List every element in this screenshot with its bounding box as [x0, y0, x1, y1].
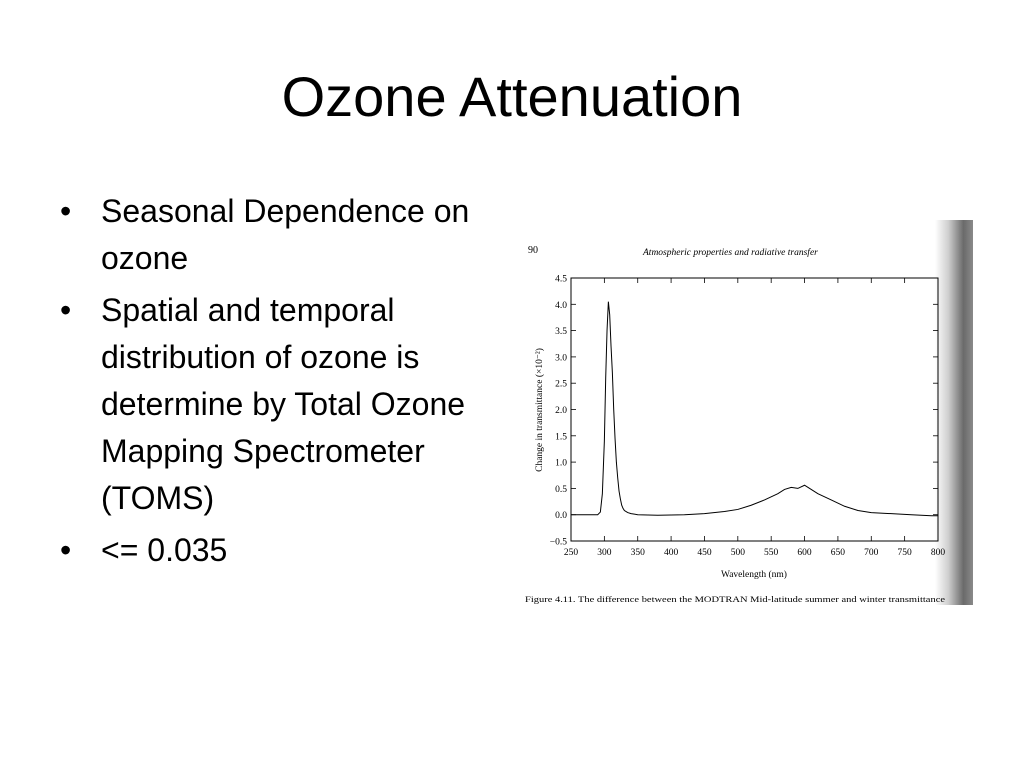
y-tick-label: 1.0 [555, 459, 567, 469]
y-tick-label: 2.5 [555, 380, 567, 390]
y-tick-label: 0.5 [555, 485, 567, 495]
plot-area: −0.5 0.0 0.5 1.0 1.5 2.0 2.5 3.0 3.5 4.0 4.5 250 30… [550, 275, 946, 559]
x-tick-label: 350 [631, 548, 646, 558]
bullet-list: • Seasonal Dependence on ozone • Spatial… [60, 188, 500, 579]
x-tick-label: 650 [831, 548, 846, 558]
y-tick-label: 0.0 [555, 511, 567, 521]
figure-svg: 90 Atmospheric properties and radiative … [525, 220, 973, 605]
y-tick-label: 3.0 [555, 353, 567, 363]
running-header: Atmospheric properties and radiative tra… [642, 247, 818, 258]
x-tick-label: 700 [864, 548, 879, 558]
bullet-text: Seasonal Dependence on ozone [101, 193, 470, 276]
scanned-figure: 90 Atmospheric properties and radiative … [507, 220, 973, 605]
y-tick-label: 4.0 [555, 301, 567, 311]
x-axis-label: Wavelength (nm) [721, 569, 787, 580]
y-axis-label: Change in transmittance (×10⁻²) [534, 348, 545, 472]
y-tick-label: 4.5 [555, 275, 567, 285]
bullet-symbol: • [60, 193, 72, 229]
y-axis: −0.5 0.0 0.5 1.0 1.5 2.0 2.5 3.0 3.5 4.0 4.5 [550, 275, 938, 548]
x-tick-label: 800 [931, 548, 946, 558]
x-axis: 250 300 350 400 450 500 550 600 650 700 750 800 [564, 278, 946, 558]
y-tick-label: 2.0 [555, 406, 567, 416]
bullet-item: • Seasonal Dependence on ozone [60, 188, 500, 282]
bullet-text: Spatial and temporal distribution of ozo… [101, 292, 466, 516]
plot-frame [570, 277, 939, 542]
x-tick-label: 600 [797, 548, 812, 558]
book-gutter-shadow [935, 220, 973, 605]
bullet-item: • <= 0.035 [60, 527, 500, 574]
x-tick-label: 250 [564, 548, 579, 558]
bullet-item: • Spatial and temporal distribution of o… [60, 287, 500, 522]
x-tick-label: 400 [664, 548, 679, 558]
bullet-symbol: • [60, 292, 72, 328]
x-tick-label: 500 [731, 548, 746, 558]
x-tick-label: 300 [597, 548, 612, 558]
y-tick-label: −0.5 [550, 538, 567, 548]
bullet-symbol: • [60, 532, 72, 568]
page-number: 90 [528, 245, 538, 256]
figure-caption: Figure 4.11. The difference between the … [525, 594, 945, 604]
x-tick-label: 550 [764, 548, 779, 558]
y-tick-label: 1.5 [555, 432, 567, 442]
x-tick-label: 450 [697, 548, 712, 558]
slide-title: Ozone Attenuation [281, 65, 743, 128]
y-tick-label: 3.5 [555, 327, 567, 337]
x-tick-label: 750 [898, 548, 913, 558]
series-line [571, 301, 938, 517]
bullet-text: <= 0.035 [101, 532, 228, 568]
